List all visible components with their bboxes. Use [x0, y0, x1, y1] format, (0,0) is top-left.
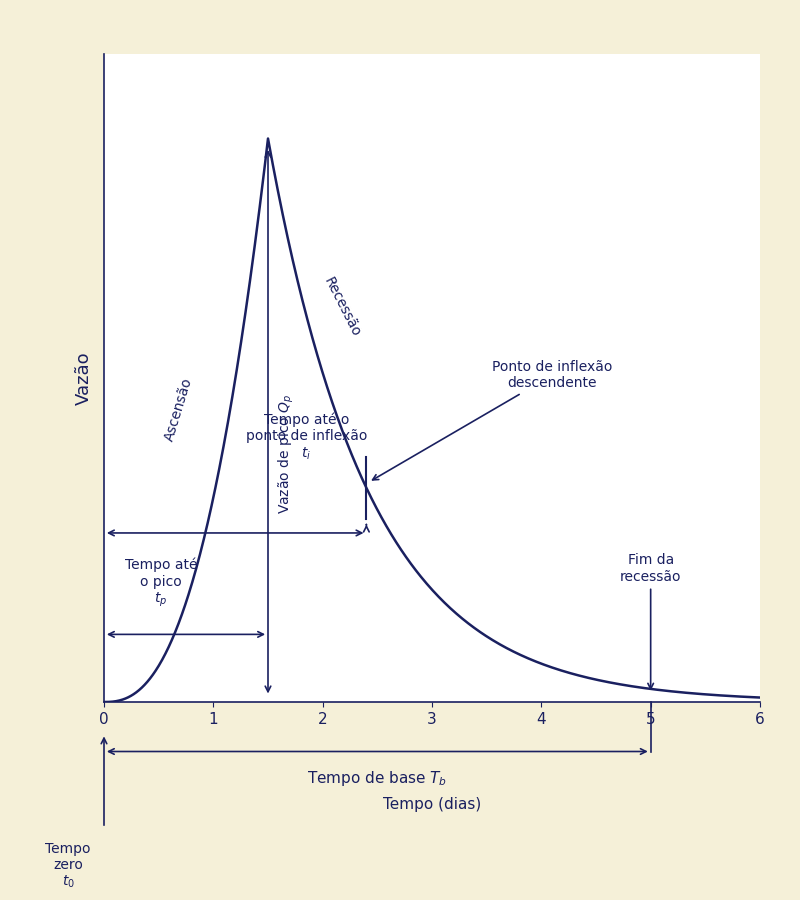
Text: Recessão: Recessão: [322, 275, 363, 339]
Text: Fim da
recessão: Fim da recessão: [620, 554, 682, 688]
Text: Tempo (dias): Tempo (dias): [383, 796, 481, 812]
Text: Tempo
zero
$t_0$: Tempo zero $t_0$: [46, 842, 90, 890]
Text: Tempo até o
ponto de inflexão
$t_i$: Tempo até o ponto de inflexão $t_i$: [246, 412, 367, 462]
Text: Tempo até
o pico
$t_p$: Tempo até o pico $t_p$: [125, 558, 197, 609]
Text: Vazão de pico $Q_p$: Vazão de pico $Q_p$: [277, 394, 296, 514]
Text: Tempo de base $T_b$: Tempo de base $T_b$: [307, 770, 447, 788]
Y-axis label: Vazão: Vazão: [75, 351, 93, 405]
Text: Ascensão: Ascensão: [162, 375, 194, 443]
Text: Ponto de inflexão
descendente: Ponto de inflexão descendente: [373, 360, 613, 480]
